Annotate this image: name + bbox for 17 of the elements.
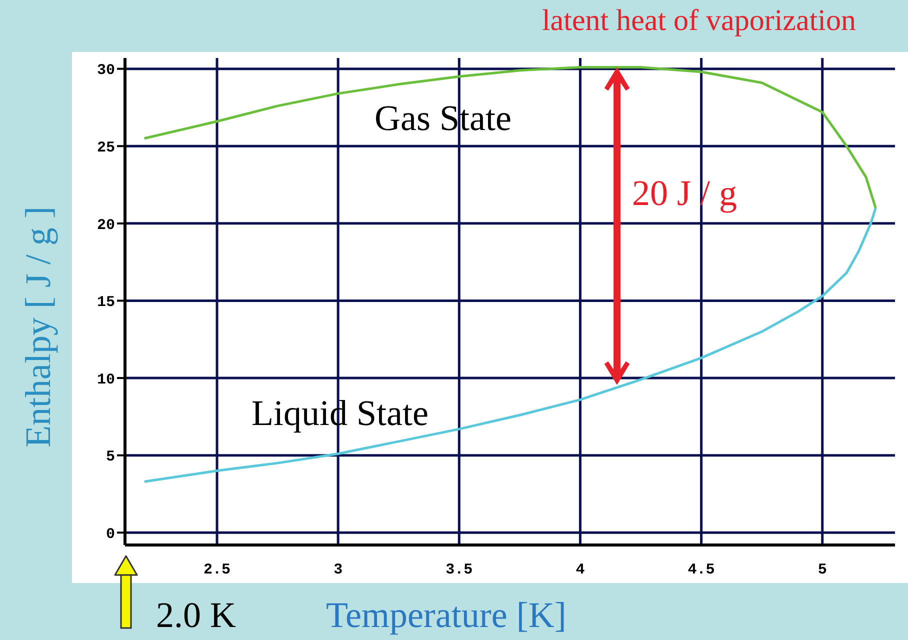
y-tick-label: 5 bbox=[106, 448, 115, 466]
chart-title: latent heat of vaporization bbox=[542, 4, 856, 38]
x-tick-label: 3 bbox=[334, 562, 343, 579]
x-tick-label: 3.5 bbox=[446, 562, 473, 579]
y-tick-label: 10 bbox=[96, 371, 115, 388]
y-tick-label: 20 bbox=[96, 216, 115, 234]
x-tick-label: 5 bbox=[818, 562, 827, 579]
x-tick-label: 4.5 bbox=[688, 562, 715, 579]
x-tick-label: 2.5 bbox=[204, 562, 231, 579]
y-tick-label: 25 bbox=[96, 139, 115, 156]
y-tick-label: 0 bbox=[106, 526, 115, 543]
x-tick-label: 4 bbox=[576, 562, 585, 579]
text: 2.0 K bbox=[156, 594, 236, 636]
x-axis-title: Temperature [K] bbox=[326, 594, 566, 636]
y-tick-label: 15 bbox=[96, 294, 115, 312]
y-tick-label: 30 bbox=[96, 62, 115, 80]
y-axis-title: Enthalpy [ J / g ] bbox=[17, 206, 59, 448]
